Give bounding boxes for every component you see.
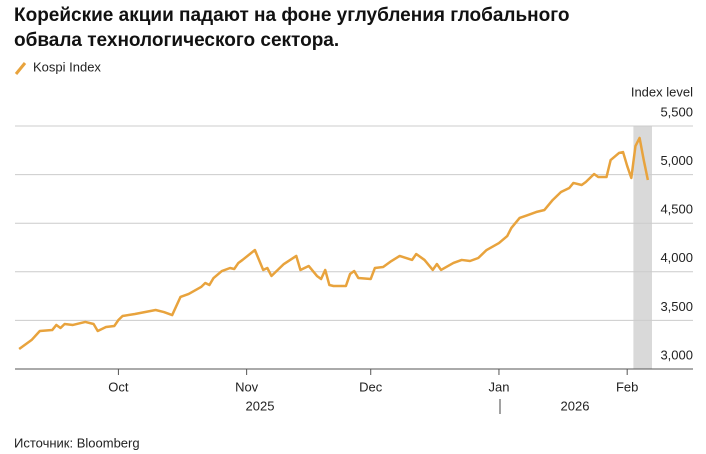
y-tick-label: 3,500 — [660, 299, 693, 314]
x-tick-label: Jan — [488, 379, 509, 394]
legend-label: Kospi Index — [33, 59, 101, 74]
legend-swatch — [14, 62, 27, 75]
x-tick-label: Feb — [616, 379, 638, 394]
y-tick-label: 3,000 — [660, 347, 693, 362]
x-tick-label: Dec — [359, 379, 383, 394]
highlight-band — [633, 126, 652, 369]
chart-title: Корейские акции падают на фоне углублени… — [14, 3, 570, 53]
y-axis-label: Index level — [631, 84, 693, 99]
y-tick-label: 5,000 — [660, 153, 693, 168]
source: Источник: Bloomberg — [14, 435, 140, 450]
x-tick-label: Oct — [108, 379, 129, 394]
y-tick-label: 5,500 — [660, 104, 693, 119]
x-tick-label: Nov — [235, 379, 259, 394]
year-label: 2025 — [246, 398, 275, 413]
line — [18, 136, 650, 350]
title-line: Корейские акции падают на фоне углублени… — [14, 5, 570, 26]
title-line: обвала технологического сектора. — [14, 30, 340, 51]
y-tick-label: 4,000 — [660, 250, 693, 265]
year-label: 2026 — [561, 398, 590, 413]
y-tick-label: 4,500 — [660, 202, 693, 217]
